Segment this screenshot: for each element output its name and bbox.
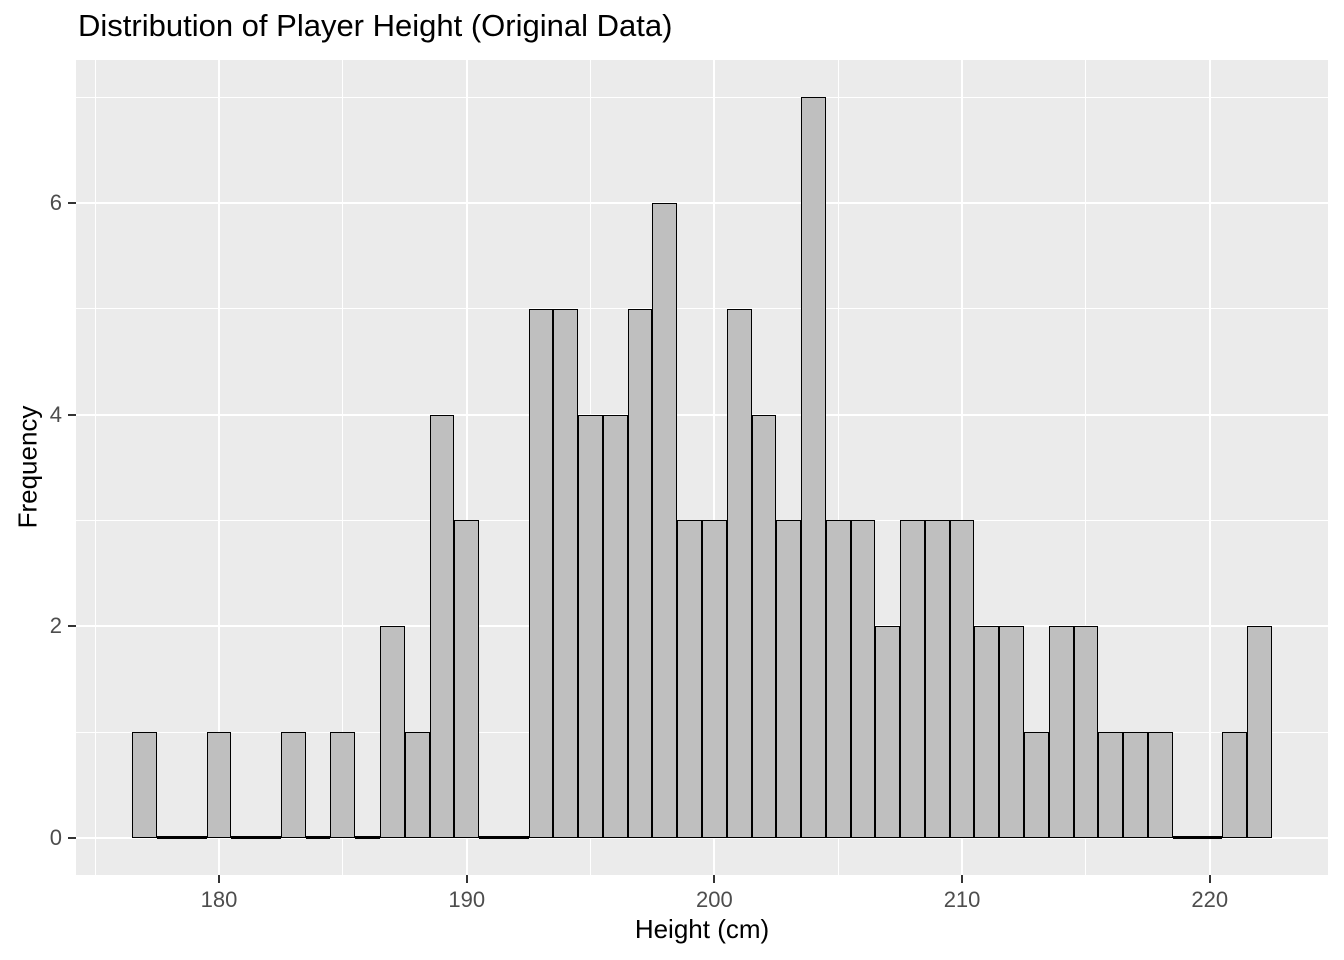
y-tick-mark bbox=[68, 201, 76, 204]
histogram-bar bbox=[404, 732, 430, 838]
histogram-zero-bin bbox=[355, 836, 381, 840]
x-tick-label: 220 bbox=[1191, 887, 1229, 912]
grid-major-x bbox=[465, 60, 468, 875]
grid-major-x bbox=[1208, 60, 1211, 875]
histogram-bar bbox=[999, 626, 1024, 838]
y-tick-label: 0 bbox=[49, 824, 62, 850]
histogram-zero-bin bbox=[157, 836, 182, 840]
histogram-bar bbox=[801, 97, 826, 838]
histogram-zero-bin bbox=[1172, 836, 1198, 840]
y-tick-mark bbox=[68, 413, 76, 416]
histogram-bar bbox=[702, 520, 727, 838]
histogram-bar bbox=[825, 520, 851, 838]
histogram-bar bbox=[875, 626, 901, 838]
histogram-zero-bin bbox=[305, 836, 331, 840]
grid-minor-x bbox=[342, 60, 344, 875]
y-tick-label: 6 bbox=[49, 189, 62, 215]
x-tick-label: 180 bbox=[200, 887, 238, 912]
x-tick-mark bbox=[465, 875, 468, 883]
grid-minor-y bbox=[76, 308, 1328, 310]
x-tick-mark bbox=[961, 875, 964, 883]
histogram-bar bbox=[1048, 626, 1074, 838]
histogram-bar bbox=[206, 732, 232, 838]
x-tick-mark bbox=[1208, 875, 1211, 883]
histogram-bar bbox=[1023, 732, 1049, 838]
histogram-bar bbox=[1147, 732, 1173, 838]
histogram-bar bbox=[652, 202, 678, 838]
histogram-bar bbox=[429, 414, 455, 838]
histogram-bar bbox=[726, 308, 752, 838]
x-axis-title: Height (cm) bbox=[634, 914, 770, 944]
y-tick-mark bbox=[68, 625, 76, 628]
histogram-bar bbox=[578, 414, 603, 838]
x-tick-label: 210 bbox=[943, 887, 981, 912]
histogram-bar bbox=[776, 520, 802, 838]
grid-minor-y bbox=[76, 96, 1328, 98]
histogram-bar bbox=[132, 732, 158, 838]
histogram-bar bbox=[974, 626, 1000, 838]
histogram-bar bbox=[677, 520, 702, 838]
histogram-bar bbox=[751, 414, 777, 838]
histogram-bar bbox=[454, 520, 480, 838]
histogram-bar bbox=[924, 520, 950, 838]
y-tick-mark bbox=[68, 836, 76, 839]
y-tick-label: 4 bbox=[49, 401, 62, 427]
y-tick-label: 2 bbox=[49, 613, 62, 639]
histogram-bar bbox=[1246, 626, 1272, 838]
chart-title: Distribution of Player Height (Original … bbox=[78, 8, 673, 43]
histogram-bar bbox=[1073, 626, 1099, 838]
histogram-zero-bin bbox=[503, 836, 529, 840]
grid-major-x bbox=[713, 60, 716, 875]
histogram-zero-bin bbox=[1197, 836, 1223, 840]
grid-minor-x bbox=[837, 60, 839, 875]
grid-major-y bbox=[76, 413, 1328, 416]
histogram-bar bbox=[330, 732, 356, 838]
histogram-bar bbox=[850, 520, 876, 838]
histogram-zero-bin bbox=[256, 836, 281, 840]
x-tick-mark bbox=[218, 875, 221, 883]
histogram-zero-bin bbox=[181, 836, 207, 840]
histogram-zero-bin bbox=[479, 836, 504, 840]
histogram-bar bbox=[1222, 732, 1247, 838]
grid-major-y bbox=[76, 836, 1328, 839]
histogram-bar bbox=[1098, 732, 1124, 838]
histogram-bar bbox=[280, 732, 306, 838]
y-axis-title: Frequency bbox=[12, 405, 43, 529]
histogram-bar bbox=[900, 520, 925, 838]
x-tick-mark bbox=[713, 875, 716, 883]
histogram-bar bbox=[528, 308, 554, 838]
plot-panel bbox=[76, 60, 1328, 875]
x-tick-label: 200 bbox=[696, 887, 733, 912]
grid-major-x bbox=[961, 60, 964, 875]
x-tick-label: 190 bbox=[448, 887, 486, 912]
grid-minor-x bbox=[1085, 60, 1087, 875]
histogram-bar bbox=[602, 414, 628, 838]
histogram-zero-bin bbox=[231, 836, 257, 840]
histogram-bar bbox=[949, 520, 975, 838]
grid-minor-x bbox=[94, 60, 96, 875]
histogram-bar bbox=[380, 626, 405, 838]
histogram-bar bbox=[627, 308, 653, 838]
grid-major-x bbox=[218, 60, 221, 875]
histogram-bar bbox=[1123, 732, 1148, 838]
grid-major-y bbox=[76, 201, 1328, 204]
histogram-bar bbox=[553, 308, 579, 838]
